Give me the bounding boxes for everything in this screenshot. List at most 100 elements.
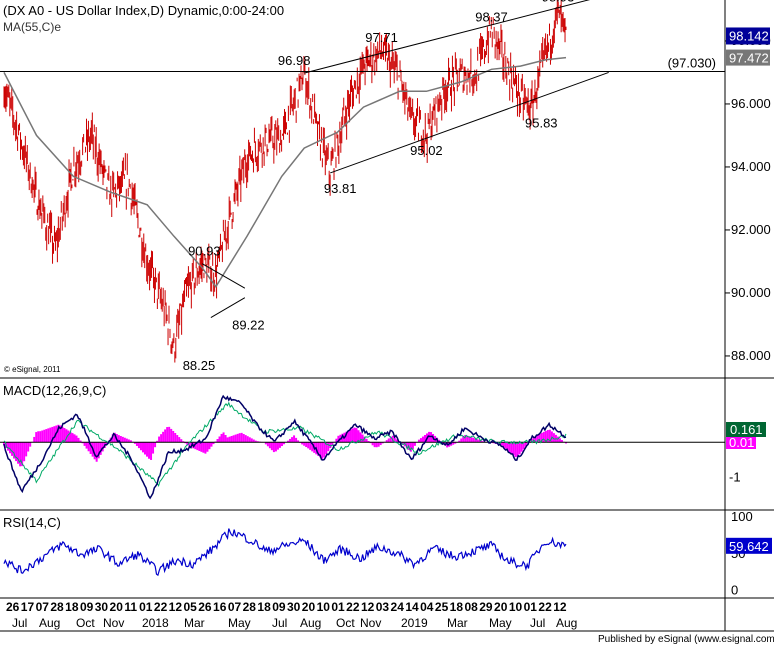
x-month-label: Oct (336, 616, 355, 630)
rsi-last-badge (726, 537, 772, 554)
macd-last-badge (726, 422, 766, 437)
copyright-text: © eSignal, 2011 (4, 365, 61, 374)
x-day-label: 29 (479, 600, 493, 614)
macd-hist-last-value: 0.01 (729, 435, 754, 450)
x-day-label: 28 (243, 600, 257, 614)
x-day-label: 18 (450, 600, 464, 614)
x-day-label: 04 (420, 600, 434, 614)
x-month-label: Nov (103, 616, 124, 630)
x-month-label: 2018 (142, 616, 169, 630)
x-day-label: 28 (50, 600, 64, 614)
x-day-label: 22 (154, 600, 168, 614)
x-day-label: 22 (346, 600, 360, 614)
x-month-label: Oct (76, 616, 95, 630)
x-day-label: 12 (361, 600, 375, 614)
macd-title: MACD(12,26,9,C) (3, 383, 106, 398)
x-day-label: 24 (391, 600, 405, 614)
annotation-98-93: 98.93 (542, 0, 575, 5)
publisher-credit: Published by eSignal (www.esignal.com) (598, 634, 774, 645)
wedge-upper-line (201, 263, 246, 289)
x-day-label: 18 (65, 600, 79, 614)
x-day-label: 18 (257, 600, 271, 614)
price-ytick-label: 90.000 (731, 285, 771, 300)
x-day-label: 26 (6, 600, 20, 614)
x-day-label: 20 (110, 600, 124, 614)
x-month-label: Mar (447, 616, 468, 630)
ma-last-badge (726, 49, 770, 66)
x-month-label: Jul (12, 616, 27, 630)
ma-last-value: 97.472 (729, 51, 769, 66)
x-day-label: 07 (228, 600, 242, 614)
x-day-label: 16 (213, 600, 227, 614)
x-day-label: 10 (317, 600, 331, 614)
last-price-badge (726, 27, 770, 45)
annotation-90-93: 90.93 (188, 244, 221, 259)
x-month-label: Jul (272, 616, 287, 630)
x-day-label: 30 (287, 600, 301, 614)
x-day-label: 10 (509, 600, 523, 614)
price-ytick-label: 88.000 (731, 348, 771, 363)
annotation-96-98: 96.98 (278, 53, 311, 68)
price-ytick-label: 94.000 (731, 159, 771, 174)
x-day-label: 11 (124, 600, 137, 614)
x-day-label: 14 (405, 600, 419, 614)
x-month-label: Aug (556, 616, 577, 630)
annotation-95-02: 95.02 (410, 143, 443, 158)
price-ytick-label: 92.000 (731, 222, 771, 237)
x-month-label: Nov (360, 616, 381, 630)
x-day-label: 25 (435, 600, 449, 614)
x-day-label: 01 (524, 600, 538, 614)
channel-upper-line (304, 0, 591, 74)
annotation-97-71: 97.71 (365, 30, 398, 45)
macd-hist-badge (726, 437, 756, 449)
x-month-label: Jul (530, 616, 545, 630)
channel-lower-line (330, 71, 609, 174)
price-panel: 90.93 89.22 88.25 96.98 97.71 98.37 98.93 93.81… (0, 0, 771, 373)
annotation-88-25: 88.25 (183, 358, 216, 373)
x-day-label: 01 (139, 600, 153, 614)
x-month-label: 2019 (401, 616, 428, 630)
x-axis: 26 17 07 28 18 09 30 20 11 01 22 12 05 26 16 07 28 18 09 30… (6, 600, 577, 630)
x-day-label: 07 (36, 600, 50, 614)
x-day-label: 22 (538, 600, 552, 614)
x-day-label: 30 (95, 600, 109, 614)
x-day-label: 09 (272, 600, 286, 614)
rsi-last-value: 59.642 (729, 539, 769, 554)
annotation-98-37: 98.37 (475, 9, 508, 24)
x-day-label: 20 (494, 600, 508, 614)
wedge-lower-line (210, 297, 246, 318)
x-day-label: 17 (21, 600, 35, 614)
x-month-label: Aug (300, 616, 321, 630)
x-day-label: 20 (302, 600, 316, 614)
rsi-ytick-label: 0 (731, 583, 738, 598)
x-day-label: 01 (331, 600, 345, 614)
rsi-panel: 10050059.642 (3, 509, 772, 598)
annotation-93-81: 93.81 (324, 181, 357, 196)
x-day-label: 05 (183, 600, 197, 614)
macd-line (3, 394, 567, 500)
ma-label: MA(55,C)e (3, 20, 61, 34)
x-month-label: Mar (184, 616, 205, 630)
annotation-level-97-030: (97.030) (668, 56, 716, 71)
annotation-95-83: 95.83 (525, 115, 558, 130)
chart-title: (DX A0 - US Dollar Index,D) Dynamic,0:00… (3, 3, 284, 18)
last-price-value: 98.142 (729, 28, 769, 43)
x-day-label: 26 (198, 600, 212, 614)
price-ytick-label: 96.000 (731, 96, 771, 111)
x-month-label: May (489, 616, 512, 630)
x-day-label: 03 (376, 600, 390, 614)
macd-ytick-label: -1 (729, 469, 741, 484)
rsi-title: RSI(14,C) (3, 515, 61, 530)
x-day-label: 09 (80, 600, 94, 614)
x-day-label: 08 (464, 600, 478, 614)
rsi-line (3, 528, 567, 577)
x-month-label: Aug (39, 616, 60, 630)
x-day-label: 12 (169, 600, 183, 614)
price-bars (3, 0, 567, 363)
macd-last-value: 0.161 (730, 422, 763, 437)
moving-average-line (3, 56, 567, 288)
x-day-label: 12 (553, 600, 567, 614)
annotation-89-22: 89.22 (232, 318, 265, 333)
